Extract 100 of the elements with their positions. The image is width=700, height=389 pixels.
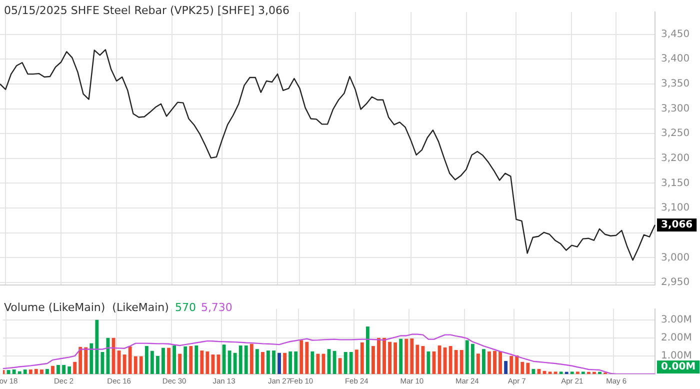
bar — [100, 352, 104, 374]
bar — [128, 346, 132, 374]
bar — [200, 350, 204, 374]
bar — [28, 369, 32, 374]
bar — [300, 340, 304, 374]
bar — [189, 346, 193, 374]
bar — [360, 342, 364, 374]
chart-title: Volume (LikeMain) (LikeMain) — [4, 300, 169, 314]
bar — [504, 361, 508, 374]
y-tick-label: 3,300 — [661, 103, 690, 114]
y-tick-label: 3,100 — [661, 202, 690, 214]
bar — [206, 351, 210, 374]
bar — [150, 350, 154, 374]
bar — [344, 352, 348, 374]
bar — [354, 350, 358, 374]
y-tick-label: 3,450 — [661, 28, 690, 40]
bar — [18, 371, 22, 374]
bar — [366, 326, 370, 374]
y-tick-label: 3.00M — [661, 314, 692, 326]
bar — [250, 344, 254, 374]
text: 0.00M — [661, 362, 696, 373]
bar — [134, 356, 138, 374]
bar — [34, 368, 38, 374]
bar — [498, 351, 502, 374]
bar — [460, 350, 464, 374]
bar — [470, 344, 474, 374]
bar — [510, 356, 514, 374]
chart-title: 05/15/2025 SHFE Steel Rebar (VPK25) [SHFE] 3,066 — [4, 4, 290, 17]
bar — [488, 351, 491, 374]
bar — [454, 350, 458, 374]
bar — [178, 354, 182, 374]
bar — [410, 338, 414, 374]
bar — [421, 346, 425, 374]
bar — [294, 351, 298, 374]
y-tick-label: 3,000 — [661, 252, 690, 264]
bar — [377, 338, 380, 374]
bar — [90, 343, 94, 374]
bar — [404, 338, 408, 374]
y-tick-label: 3,250 — [661, 128, 690, 140]
bar — [388, 342, 392, 374]
bar — [56, 364, 60, 374]
bar — [526, 362, 530, 374]
bar — [162, 348, 165, 374]
bar — [78, 346, 82, 374]
bar — [260, 352, 264, 374]
bar — [448, 346, 452, 374]
bar — [12, 369, 16, 374]
bar — [382, 338, 386, 374]
bar — [394, 342, 398, 374]
y-tick-label: 1.00M — [661, 350, 692, 362]
bar — [338, 358, 342, 374]
bar — [371, 346, 375, 374]
bar — [266, 350, 270, 374]
bar — [62, 364, 66, 374]
annotation: 5,730 — [200, 300, 232, 314]
y-tick-label: 3,200 — [661, 153, 690, 164]
bar — [416, 344, 420, 374]
bar — [482, 349, 486, 374]
bar — [493, 350, 496, 374]
bar — [68, 366, 72, 374]
bar — [349, 352, 353, 374]
bar — [23, 369, 27, 374]
bar — [40, 369, 44, 374]
bar — [465, 340, 469, 374]
bar — [238, 345, 242, 374]
bar — [399, 338, 403, 374]
bar — [139, 356, 143, 374]
bar — [288, 351, 292, 374]
bar — [144, 346, 148, 374]
y-tick-label: 2,950 — [661, 277, 690, 288]
bar — [476, 354, 480, 374]
bar — [172, 345, 176, 374]
bar — [84, 347, 88, 374]
bar — [278, 352, 281, 374]
bar — [426, 351, 430, 374]
bar — [95, 320, 99, 374]
bar — [244, 345, 248, 374]
annotation: 3,066 — [661, 220, 693, 231]
y-tick-label: 3,150 — [661, 178, 690, 189]
annotation: 570 — [174, 300, 196, 314]
bar — [272, 350, 276, 374]
bar — [520, 362, 524, 374]
y-tick-label: 2.00M — [661, 332, 692, 344]
bar — [122, 354, 126, 374]
bar — [532, 368, 536, 374]
bar — [228, 350, 232, 374]
bar — [310, 351, 314, 374]
bar — [515, 355, 519, 374]
y-tick-label: 3,350 — [661, 78, 690, 90]
bar — [194, 345, 198, 374]
bar — [184, 346, 188, 374]
bar — [73, 362, 77, 374]
bar — [316, 354, 320, 374]
y-tick-label: 3,400 — [661, 54, 690, 65]
bar — [156, 356, 160, 374]
bar — [255, 349, 259, 374]
bar — [167, 348, 170, 374]
bar — [45, 368, 49, 374]
bar — [283, 352, 287, 374]
bar — [51, 366, 54, 374]
